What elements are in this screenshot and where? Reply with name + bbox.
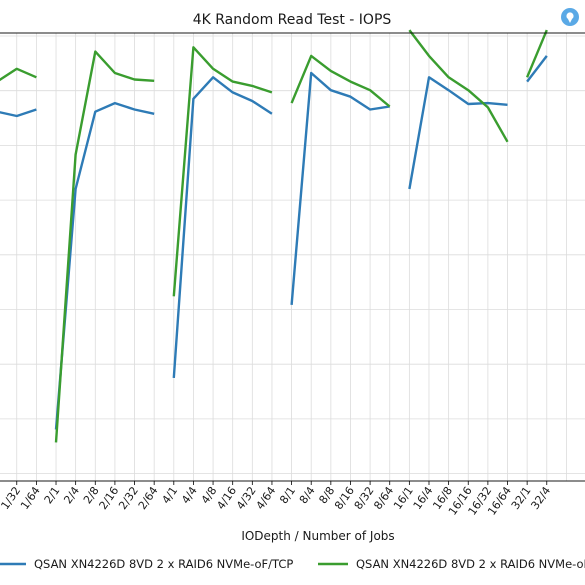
plot-frame (0, 32, 585, 482)
x-tick-label: 1/32 (0, 484, 23, 512)
x-tick-label: 16/1 (391, 484, 416, 512)
legend: QSAN XN4226D 8VD 2 x RAID6 NVMe-oF/TCP Q… (0, 557, 585, 571)
x-tick-label: 2/64 (136, 484, 161, 512)
series-2-group-2-line (54, 50, 155, 443)
series-layer (0, 29, 548, 443)
series-2-group-16-line (408, 29, 509, 143)
series-1-group-8-line (290, 71, 390, 306)
series-2-group-4-line (172, 46, 273, 297)
x-tick-label: 4/16 (214, 484, 239, 512)
x-tick-label: 32/1 (509, 484, 534, 512)
x-tick-label: 8/64 (371, 484, 396, 512)
x-axis-label: IODepth / Number of Jobs (241, 529, 394, 543)
x-tick-label: 2/1 (42, 484, 63, 506)
series-1-group-4-line (172, 76, 273, 378)
grid-layer (0, 33, 585, 481)
x-tick-label: 32/4 (528, 484, 553, 512)
series-2-group-32-line (525, 29, 548, 78)
x-tick-label: 16/4 (411, 484, 436, 512)
x-tick-label: 8/16 (332, 484, 357, 512)
x-tick-label: 8/1 (277, 484, 298, 506)
chart-title: 4K Random Read Test - IOPS (193, 12, 392, 28)
pin-logo-icon (561, 8, 579, 26)
legend-label-series-1: QSAN XN4226D 8VD 2 x RAID6 NVMe-oF/TCP (34, 557, 293, 571)
x-tick-label: 4/4 (179, 484, 200, 506)
x-tick-label: 4/1 (159, 484, 180, 506)
series-2-group-1-line (0, 67, 37, 82)
legend-label-series-2: QSAN XN4226D 8VD 2 x RAID6 NVMe-oF/TCP (356, 557, 585, 571)
x-tick-label: 2/32 (116, 484, 141, 512)
series-1-group-2-line (54, 101, 155, 430)
x-tick-label: 8/4 (297, 484, 318, 506)
x-tick-layer: 1/321/642/12/42/82/162/322/644/14/44/84/… (0, 481, 553, 518)
series-1-group-32-line (526, 55, 548, 83)
x-tick-label: 2/4 (61, 484, 82, 506)
series-1-group-16-line (408, 76, 508, 190)
x-tick-label: 2/16 (97, 484, 122, 512)
x-tick-label: 1/64 (18, 484, 43, 512)
x-tick-label: 4/32 (234, 484, 259, 512)
x-tick-label: 4/64 (254, 484, 279, 512)
series-1-group-1-line (0, 108, 37, 118)
x-tick-label: 8/32 (352, 484, 377, 512)
series-2-group-8-line (290, 54, 391, 108)
